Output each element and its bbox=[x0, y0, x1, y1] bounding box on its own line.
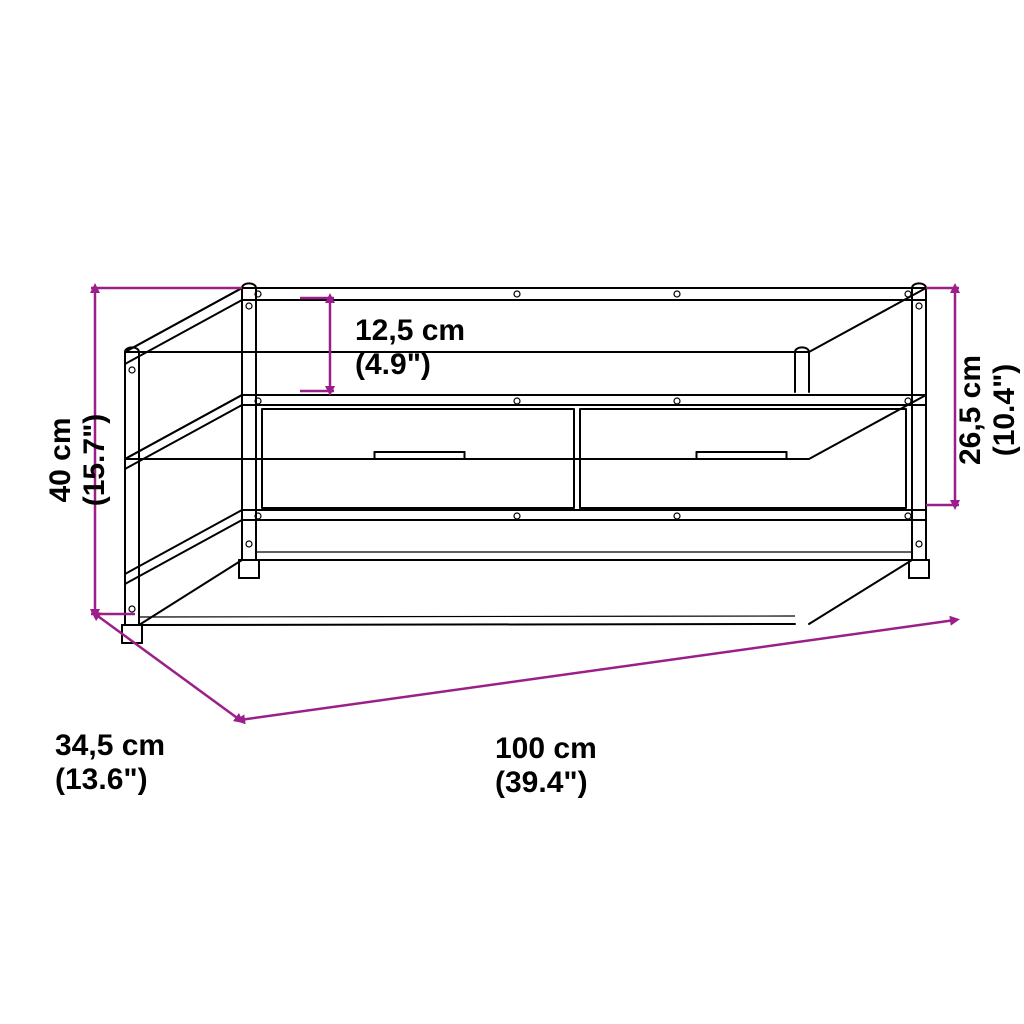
dim-width: 100 cm(39.4") bbox=[495, 732, 597, 799]
svg-text:40 cm: 40 cm bbox=[44, 417, 77, 502]
svg-text:34,5 cm: 34,5 cm bbox=[55, 729, 165, 762]
svg-text:26,5 cm: 26,5 cm bbox=[954, 355, 987, 465]
svg-text:(39.4"): (39.4") bbox=[495, 766, 588, 799]
dim-depth: 34,5 cm(13.6") bbox=[55, 729, 165, 796]
svg-text:100 cm: 100 cm bbox=[495, 732, 597, 765]
svg-text:(13.6"): (13.6") bbox=[55, 763, 148, 796]
dim-drawer-height: 26,5 cm(10.4") bbox=[954, 355, 1021, 465]
dim-shelf-gap: 12,5 cm(4.9") bbox=[355, 314, 465, 381]
svg-text:(10.4"): (10.4") bbox=[988, 364, 1021, 457]
svg-text:(4.9"): (4.9") bbox=[355, 348, 431, 381]
svg-text:(15.7"): (15.7") bbox=[78, 414, 111, 507]
svg-text:12,5 cm: 12,5 cm bbox=[355, 314, 465, 347]
dim-height: 40 cm(15.7") bbox=[44, 414, 111, 507]
